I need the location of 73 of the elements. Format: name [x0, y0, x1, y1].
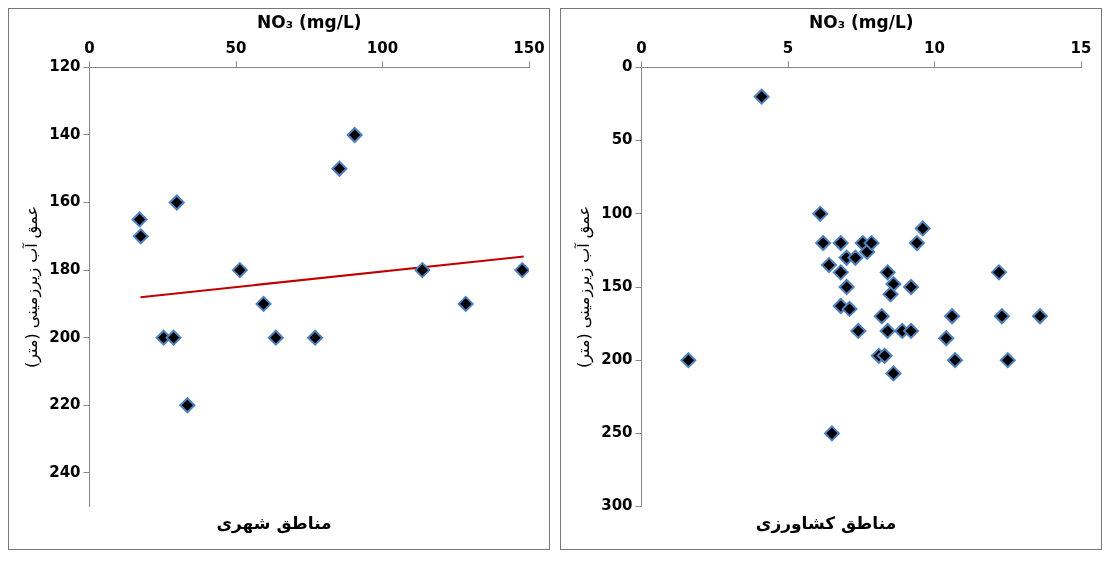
point: [680, 352, 697, 369]
point: [947, 352, 964, 369]
y-tick-label: 240: [49, 462, 81, 481]
y-tick-label: 300: [601, 496, 633, 515]
text: مناطق شهری: [216, 513, 332, 535]
point: [847, 249, 864, 266]
y-tick-label: 180: [49, 260, 81, 278]
point: [859, 243, 876, 260]
x-tick-label: 5: [782, 39, 794, 58]
point: [841, 300, 858, 317]
point: [873, 308, 890, 325]
point: [993, 308, 1010, 325]
point: [882, 286, 899, 303]
point: [832, 264, 849, 281]
y-tick-label: 160: [49, 192, 81, 211]
y-tick-label: 200: [601, 350, 633, 369]
point: [132, 228, 149, 245]
point: [990, 264, 1007, 281]
point: [179, 397, 196, 414]
point: [267, 329, 284, 346]
point: [168, 194, 185, 211]
y-tick-label: 140: [49, 124, 81, 143]
point: [879, 322, 896, 339]
x-axis-title: NO₃ (mg/L): [257, 11, 362, 32]
point: [903, 279, 920, 295]
point: [938, 330, 955, 347]
point: [753, 88, 770, 105]
point: [346, 126, 363, 143]
y-tick-label: 220: [49, 395, 81, 414]
y-tick-label: 100: [601, 203, 633, 222]
point: [165, 329, 182, 346]
x-tick-label: 150: [513, 39, 545, 58]
point: [850, 322, 867, 339]
point: [914, 220, 931, 237]
point: [999, 352, 1016, 369]
y-tick-label: 50: [611, 130, 633, 149]
point: [255, 295, 272, 312]
x-tick-label: 100: [366, 39, 399, 58]
point: [908, 235, 925, 252]
x-tick-label: 10: [924, 39, 945, 58]
point: [823, 425, 840, 442]
point: [131, 211, 148, 228]
point: [307, 329, 324, 346]
y-tick-label: 150: [601, 276, 633, 295]
point: [832, 235, 849, 252]
point: [879, 264, 896, 281]
point: [457, 295, 474, 312]
y-axis-title: عمق آب زیرزمینی (متر): [573, 206, 594, 368]
point: [514, 262, 529, 279]
y-axis-title: عمق آب زیرزمینی (متر): [21, 206, 42, 368]
x-axis-title: NO₃ (mg/L): [809, 11, 914, 32]
x-tick-label: 15: [1070, 39, 1092, 58]
x-tick-label: 0: [636, 39, 647, 58]
point: [812, 205, 829, 222]
point: [838, 279, 855, 295]
y-tick-label: 200: [49, 327, 81, 346]
point: [1031, 308, 1048, 325]
point: [821, 257, 838, 274]
point: [876, 347, 893, 364]
text: مناطق کشاورزی: [755, 513, 897, 535]
point: [863, 235, 880, 252]
y-tick-label: 250: [601, 423, 633, 442]
point: [903, 322, 920, 339]
x-tick-label: 50: [225, 39, 247, 58]
point: [944, 308, 961, 325]
point: [231, 262, 248, 279]
x-tick-label: 0: [84, 39, 95, 58]
point: [885, 365, 902, 382]
point: [414, 262, 431, 279]
y-tick-label: 0: [622, 57, 633, 76]
point: [331, 160, 348, 177]
point: [815, 235, 832, 252]
y-tick-label: 120: [49, 57, 81, 76]
